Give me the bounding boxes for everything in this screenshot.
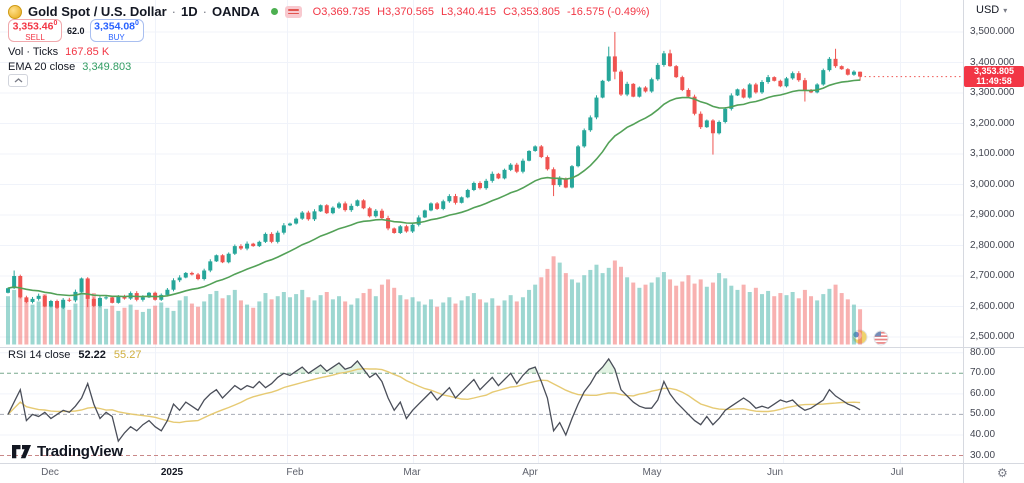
symbol-title[interactable]: Gold Spot / U.S. Dollar — [28, 4, 167, 19]
exchange[interactable]: OANDA — [211, 4, 260, 19]
time-tick-label: Apr — [522, 467, 538, 478]
rsi-value: 52.22 — [78, 349, 106, 361]
last-price-value: 3,353.805 — [973, 65, 1015, 76]
spread-value: 62.0 — [67, 25, 85, 36]
sell-button[interactable]: 3,353.460 SELL — [8, 19, 62, 42]
time-tick-label: May — [642, 467, 662, 478]
high-value: 3,370.565 — [385, 5, 435, 18]
buy-button[interactable]: 3,354.080 BUY — [89, 19, 144, 42]
price-axis[interactable]: 3,500.000 3,400.000 3,300.000 3,200.000 3,10… — [970, 0, 1024, 483]
time-tick-label: Dec — [41, 467, 59, 478]
price-tick-label: 3,000.000 — [970, 178, 1015, 190]
chevron-down-icon: ▾ — [1003, 5, 1008, 15]
price-tick-label: 2,500.000 — [970, 331, 1015, 342]
open-value: 3,369.735 — [321, 5, 371, 18]
ema-value: 3,349.803 — [82, 61, 132, 73]
close-value: 3,353.805 — [511, 5, 560, 18]
settings-gear-icon[interactable]: ⚙ — [997, 466, 1008, 480]
bar-countdown: 11:49:58 — [976, 75, 1012, 86]
change-value: -16.575 (-0.49%) — [567, 5, 650, 18]
rsi-tick-label: 70.00 — [970, 367, 996, 379]
low-value: 3,340.415 — [447, 5, 497, 18]
time-tick-label: Jul — [890, 467, 904, 478]
gold-symbol-logo-icon — [8, 4, 22, 19]
price-tick-label: 3,400.000 — [970, 56, 1015, 68]
tradingview-mark-icon — [12, 444, 31, 458]
time-axis[interactable]: Dec 2025 Feb Mar Apr May Jun Jul — [0, 467, 1024, 483]
trade-panel: 3,353.460 SELL 62.0 3,354.080 BUY — [8, 19, 144, 42]
timeframe[interactable]: 1D — [181, 4, 198, 19]
volume-value: 167.85 K — [65, 46, 110, 58]
price-tick-label: 3,300.000 — [970, 87, 1015, 98]
collapse-indicators-button[interactable] — [8, 74, 28, 87]
rsi-tick-label: 60.00 — [970, 387, 996, 399]
price-tick-label: 2,700.000 — [970, 270, 1015, 281]
rsi-indicator-legend: RSI 14 close 52.22 55.27 — [8, 349, 141, 361]
price-tick-label: 3,500.000 — [970, 26, 1015, 37]
ohlc-values: O3,369.735 H3,370.565 L3,340.415 C3,353.… — [312, 5, 650, 18]
price-tick-label: 2,600.000 — [970, 300, 1015, 312]
time-tick-label: Feb — [286, 467, 304, 478]
ema-indicator-title[interactable]: EMA 20 close — [8, 61, 76, 73]
market-open-status-icon — [270, 8, 278, 15]
symbol-flags-icon — [852, 329, 889, 346]
time-tick-label: 2025 — [160, 467, 184, 478]
time-tick-label: Mar — [403, 467, 421, 478]
tradingview-logo[interactable]: TradingView — [12, 443, 123, 460]
ema-indicator-legend: EMA 20 close 3,349.803 — [8, 61, 131, 73]
separator-dot: · — [171, 4, 177, 19]
price-tick-label: 3,100.000 — [970, 148, 1015, 159]
rsi-indicator-title[interactable]: RSI 14 close — [8, 349, 71, 361]
chevron-up-icon — [14, 78, 22, 83]
rsi-tick-label: 30.00 — [970, 449, 996, 461]
price-tick-label: 2,800.000 — [970, 239, 1015, 251]
news-icon[interactable] — [284, 5, 302, 18]
rsi-tick-label: 50.00 — [970, 408, 996, 420]
currency-selector[interactable]: USD ▾ — [976, 4, 1008, 16]
price-tick-label: 2,900.000 — [970, 209, 1015, 220]
tradingview-brand-text: TradingView — [37, 443, 123, 460]
rsi-tick-label: 80.00 — [970, 346, 996, 358]
rsi-tick-label: 40.00 — [970, 428, 996, 440]
volume-indicator-title[interactable]: Vol · Ticks — [8, 46, 59, 58]
last-price-label: 3,353.805 11:49:58 — [964, 65, 1024, 88]
separator-dot: · — [202, 4, 207, 19]
time-tick-label: Jun — [766, 467, 784, 478]
price-tick-label: 3,200.000 — [970, 117, 1015, 129]
symbol-legend: Gold Spot / U.S. Dollar · 1D · OANDA O3,… — [8, 4, 650, 19]
rsi-ma-value: 55.27 — [113, 349, 142, 361]
volume-indicator-legend: Vol · Ticks 167.85 K — [8, 46, 109, 58]
